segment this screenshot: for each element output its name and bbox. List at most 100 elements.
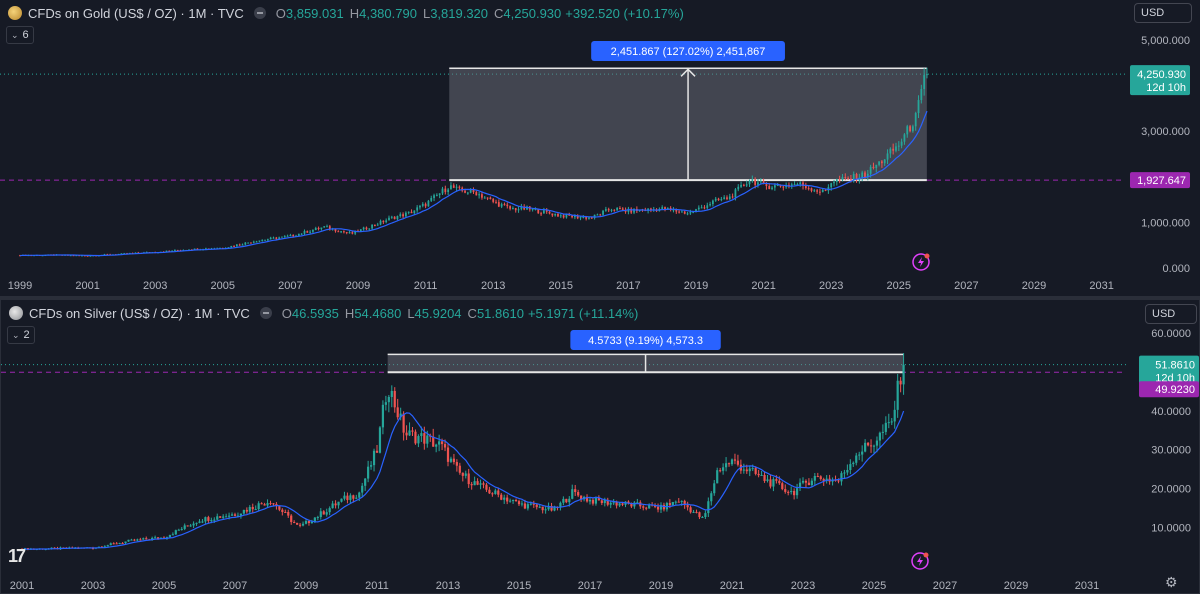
candle-body — [283, 236, 286, 238]
pane-divider[interactable] — [0, 296, 1200, 299]
silver-indicators-toggle[interactable]: ⌄ 2 — [7, 326, 35, 344]
silver-symbol-title[interactable]: CFDs on Silver (US$ / OZ) · 1M · TVC — [29, 305, 250, 321]
candle-body — [642, 506, 645, 508]
gold-currency-select[interactable]: USD — [1134, 3, 1192, 23]
candle-body — [475, 192, 478, 196]
candle-body — [426, 435, 429, 444]
candle-body — [298, 524, 302, 526]
candle-body — [883, 159, 886, 164]
candle-body — [230, 514, 234, 516]
candle-body — [869, 445, 873, 447]
candle-body — [517, 209, 520, 211]
candle-body — [467, 473, 470, 485]
candle-body — [900, 141, 903, 146]
visibility-icon[interactable] — [259, 307, 272, 319]
candle-body — [668, 503, 671, 506]
candle-body — [613, 209, 616, 211]
candle-body — [407, 211, 410, 213]
candle-body — [213, 519, 216, 521]
gold-chart-pane[interactable]: 5,000.000 3,000.000 1,000.000 0.000 1999 2001… — [0, 0, 1200, 297]
candle-body — [361, 485, 364, 493]
candle-body — [472, 189, 475, 193]
lightning-icon[interactable] — [911, 552, 929, 570]
candle-body — [103, 254, 106, 256]
candle-body — [177, 529, 180, 531]
candle-body — [520, 503, 524, 505]
candle-body — [514, 499, 518, 502]
candle-body — [737, 186, 740, 190]
candle-body — [700, 207, 703, 209]
visibility-icon[interactable] — [253, 7, 266, 19]
candle-body — [430, 197, 433, 201]
candle-body — [120, 253, 123, 255]
candle-body — [576, 215, 579, 219]
candle-body — [227, 515, 231, 517]
candle-body — [887, 422, 890, 424]
candle-body — [709, 204, 711, 206]
candle-body — [393, 216, 396, 220]
candle-body — [773, 185, 776, 188]
silver-chart-pane[interactable]: 60.000050.000040.000030.000020.000010.00… — [0, 299, 1200, 594]
silver-change-value: +5.1971 (+11.14%) — [527, 305, 639, 321]
candle-body — [180, 528, 183, 530]
candle-body — [348, 232, 351, 234]
candle-body — [588, 499, 592, 502]
time-axis-tick: 2025 — [887, 280, 911, 292]
silver-chart-svg[interactable]: 60.000050.000040.000030.000020.000010.00… — [1, 300, 1199, 593]
settings-gear-icon[interactable]: ⚙ — [1165, 574, 1178, 590]
candle-body — [577, 492, 580, 496]
candle-body — [337, 231, 340, 233]
silver-currency-label: USD — [1152, 308, 1176, 320]
candle-body — [503, 497, 506, 500]
candle-body — [186, 525, 189, 527]
candle-body — [410, 211, 413, 214]
candle-body — [168, 250, 171, 252]
candle-body — [452, 185, 455, 188]
gold-symbol-title[interactable]: CFDs on Gold (US$ / OZ) · 1M · TVC — [28, 5, 244, 21]
candle-body — [106, 545, 109, 547]
silver-legend: CFDs on Silver (US$ / OZ) · 1M · TVC O 46… — [9, 304, 642, 322]
candle-body — [852, 174, 855, 180]
candle-body — [706, 205, 709, 208]
silver-currency-select[interactable]: USD — [1145, 304, 1197, 324]
candle-body — [781, 483, 784, 490]
candle-body — [917, 100, 920, 114]
candle-body — [127, 539, 130, 542]
lightning-icon[interactable] — [912, 253, 930, 271]
candle-body — [636, 502, 639, 504]
gold-indicators-toggle[interactable]: ⌄ 6 — [6, 26, 34, 44]
candle-body — [420, 433, 423, 437]
time-axis-tick: 2011 — [414, 280, 438, 292]
candle-body — [707, 501, 710, 514]
candle-body — [899, 380, 902, 385]
candle-body — [686, 213, 689, 215]
candle-body — [664, 207, 666, 210]
candle-body — [124, 541, 127, 544]
gold-chart-svg[interactable]: 5,000.000 3,000.000 1,000.000 0.000 1999 2001… — [0, 0, 1200, 297]
candle-body — [266, 503, 269, 506]
moving-average-line — [19, 110, 928, 257]
candle-body — [757, 182, 759, 185]
candle-body — [154, 537, 157, 539]
candle-body — [757, 473, 760, 476]
candle-body — [748, 180, 751, 185]
candle-body — [733, 459, 737, 461]
candle-body — [816, 190, 819, 192]
candle-body — [816, 475, 819, 477]
candle-body — [659, 504, 663, 510]
price-axis-tick: 20.0000 — [1151, 484, 1191, 496]
candle-body — [531, 208, 534, 210]
candle-body — [821, 189, 824, 193]
candle-body — [192, 523, 195, 526]
candle-body — [559, 215, 562, 217]
candle-body — [580, 495, 583, 500]
candle-body — [69, 255, 72, 257]
candle-body — [878, 161, 880, 165]
candle-body — [889, 148, 892, 154]
candle-body — [435, 194, 438, 196]
candle-body — [807, 482, 811, 486]
candle-body — [538, 506, 541, 508]
candle-body — [247, 242, 250, 244]
gold-symbol-icon — [8, 6, 22, 20]
candle-body — [399, 214, 402, 217]
